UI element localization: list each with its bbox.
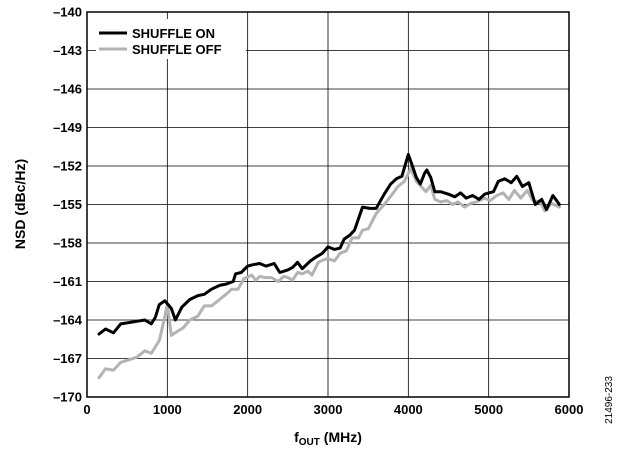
- legend: SHUFFLE ON SHUFFLE OFF: [96, 19, 246, 59]
- x-axis-title-subscript: OUT: [299, 437, 320, 448]
- y-tick-label: –146: [53, 82, 82, 97]
- x-tick-label: 3000: [314, 402, 343, 417]
- legend-label-shuffle-on: SHUFFLE ON: [132, 26, 215, 41]
- x-tick-label: 1000: [153, 402, 182, 417]
- y-tick-labels: –140 –143 –146 –149 –152 –155 –158 –161 –164 –167…: [53, 5, 83, 405]
- y-tick-label: –149: [53, 120, 82, 135]
- y-tick-label: –170: [53, 390, 82, 405]
- y-tick-label: –140: [53, 5, 82, 20]
- y-tick-label: –143: [53, 43, 82, 58]
- legend-background: [96, 19, 246, 59]
- series-line-shuffle-off: [97, 167, 561, 380]
- y-tick-label: –158: [53, 236, 82, 251]
- x-tick-label: 2000: [233, 402, 262, 417]
- y-tick-label: –164: [53, 313, 83, 328]
- y-tick-label: –167: [53, 351, 82, 366]
- y-axis-title: NSD (dBc/Hz): [12, 159, 28, 249]
- x-tick-label: 4000: [394, 402, 423, 417]
- x-tick-labels: 0 1000 2000 3000 4000 5000 6000: [83, 402, 583, 417]
- figure-code: 21496-233: [604, 376, 615, 424]
- x-axis-title: fOUT (MHz): [294, 429, 362, 448]
- x-tick-label: 5000: [474, 402, 503, 417]
- series-line-shuffle-on: [97, 152, 561, 336]
- y-tick-label: –161: [53, 274, 82, 289]
- x-axis-title-unit: (MHz): [320, 429, 362, 445]
- x-tick-label: 6000: [555, 402, 584, 417]
- legend-label-shuffle-off: SHUFFLE OFF: [132, 42, 222, 57]
- y-tick-label: –152: [53, 159, 82, 174]
- series-layer: [97, 152, 561, 380]
- y-tick-label: –155: [53, 197, 82, 212]
- x-tick-label: 0: [83, 402, 90, 417]
- plot-frame: [86, 11, 570, 398]
- x-axis-title-main: f: [294, 429, 299, 445]
